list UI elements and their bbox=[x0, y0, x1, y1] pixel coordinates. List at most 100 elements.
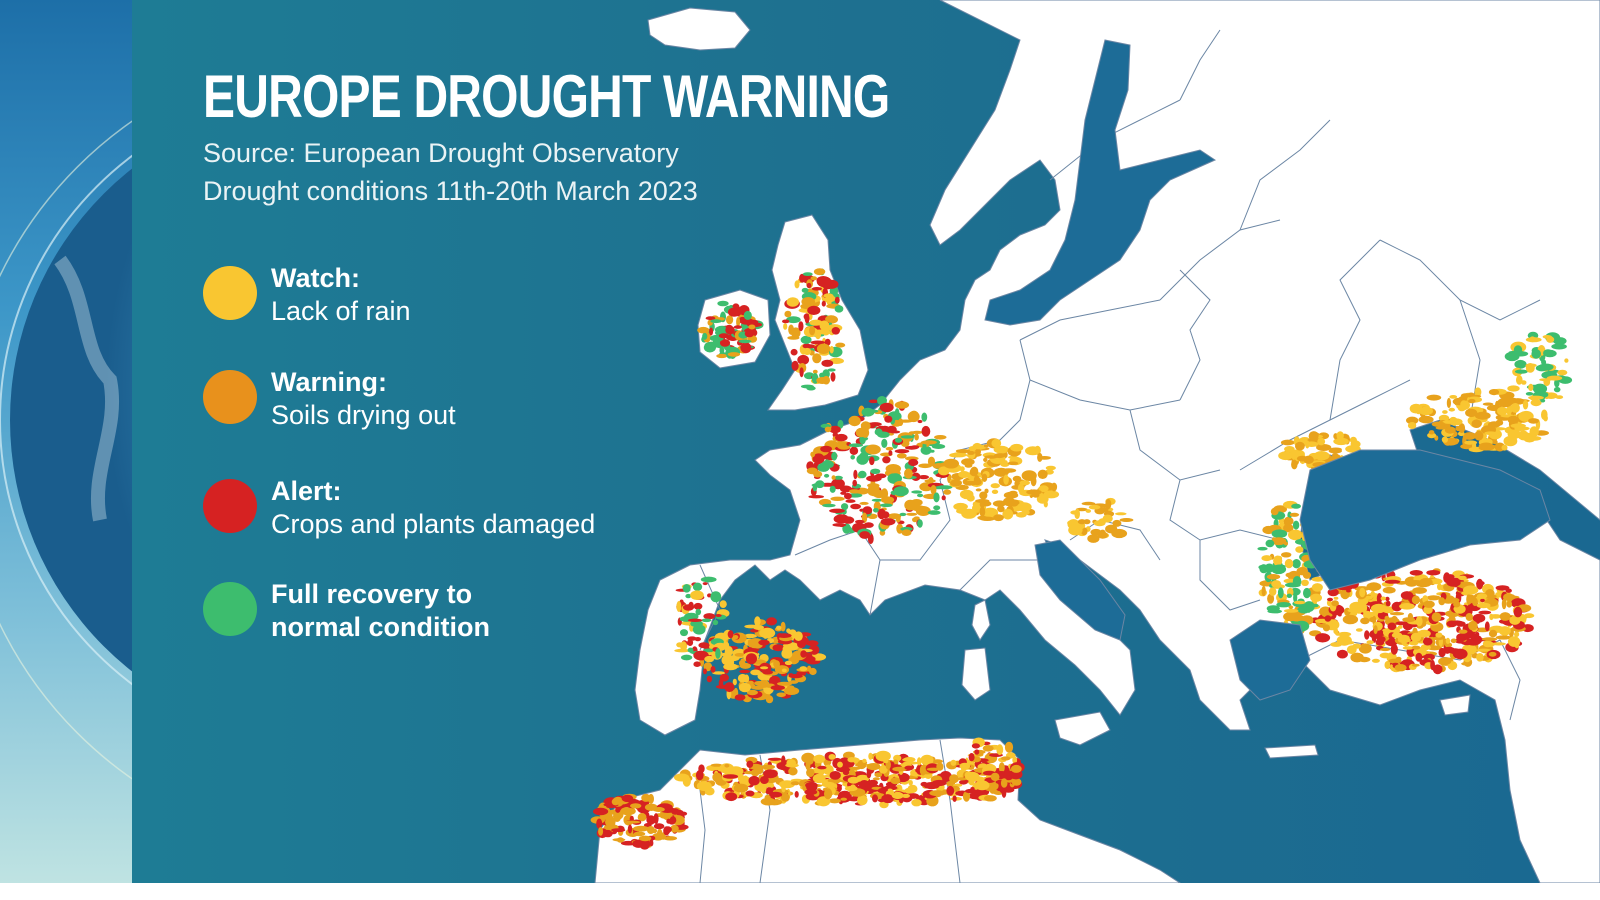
drought-patch-watch bbox=[1017, 502, 1032, 512]
drought-patch-warning bbox=[1458, 629, 1468, 634]
drought-patch-alert bbox=[679, 811, 688, 816]
drought-patch-recovery bbox=[801, 287, 809, 293]
drought-patch-warning bbox=[1395, 656, 1402, 661]
drought-patch-watch bbox=[1293, 600, 1306, 605]
drought-patch-alert bbox=[776, 633, 792, 638]
drought-patch-watch bbox=[1510, 403, 1520, 413]
drought-patch-watch bbox=[1359, 587, 1366, 598]
drought-patch-alert bbox=[830, 372, 836, 382]
drought-patch-alert bbox=[745, 648, 760, 652]
drought-patch-alert bbox=[1409, 570, 1423, 576]
drought-patch-recovery bbox=[1274, 564, 1286, 569]
drought-patch-warning bbox=[765, 695, 774, 704]
drought-patch-watch bbox=[1450, 418, 1463, 426]
drought-patch-recovery bbox=[1276, 602, 1292, 608]
drought-patch-alert bbox=[894, 449, 910, 454]
drought-patch-watch bbox=[1441, 436, 1448, 443]
drought-patch-watch bbox=[1269, 587, 1277, 596]
drought-patch-alert bbox=[615, 807, 621, 813]
drought-patch-warning bbox=[1444, 642, 1453, 648]
drought-patch-warning bbox=[1503, 593, 1514, 601]
drought-patch-warning bbox=[736, 317, 741, 327]
drought-patch-recovery bbox=[858, 470, 867, 479]
drought-patch-recovery bbox=[682, 584, 691, 593]
drought-patch-watch bbox=[819, 775, 826, 780]
drought-patch-warning bbox=[780, 621, 786, 632]
drought-patch-warning bbox=[1462, 435, 1467, 447]
drought-patch-alert bbox=[1422, 637, 1433, 646]
drought-patch-watch bbox=[958, 471, 970, 478]
drought-patch-watch bbox=[828, 754, 836, 760]
drought-patch-alert bbox=[794, 791, 799, 798]
drought-patch-alert bbox=[727, 630, 734, 639]
drought-patch-warning bbox=[1506, 600, 1513, 608]
drought-patch-watch bbox=[1458, 575, 1467, 581]
drought-patch-warning bbox=[906, 512, 918, 516]
drought-patch-warning bbox=[1431, 612, 1442, 622]
drought-patch-watch bbox=[1003, 474, 1009, 485]
drought-patch-recovery bbox=[1306, 604, 1312, 613]
drought-patch-recovery bbox=[786, 316, 801, 324]
drought-patch-alert bbox=[1513, 606, 1523, 618]
drought-patch-warning bbox=[760, 797, 776, 806]
drought-patch-warning bbox=[1291, 459, 1298, 470]
drought-patch-recovery bbox=[822, 503, 836, 508]
drought-patch-warning bbox=[1360, 617, 1370, 625]
drought-patch-watch bbox=[674, 648, 691, 653]
drought-patch-watch bbox=[1336, 431, 1344, 440]
drought-patch-warning bbox=[977, 515, 988, 520]
drought-patch-recovery bbox=[1541, 359, 1547, 365]
drought-patch-watch bbox=[813, 754, 826, 764]
drought-patch-warning bbox=[1283, 516, 1292, 527]
drought-patch-alert bbox=[709, 327, 714, 336]
drought-patch-watch bbox=[696, 781, 712, 791]
drought-patch-warning bbox=[1281, 552, 1292, 558]
drought-patch-recovery bbox=[815, 480, 825, 489]
drought-patch-warning bbox=[1431, 421, 1446, 427]
drought-patch-alert bbox=[1423, 653, 1435, 661]
drought-patch-warning bbox=[637, 813, 647, 822]
drought-patch-alert bbox=[745, 790, 755, 797]
drought-patch-alert bbox=[810, 340, 826, 345]
drought-patch-alert bbox=[931, 779, 947, 787]
drought-patch-watch bbox=[1301, 579, 1309, 586]
drought-patch-watch bbox=[1271, 580, 1282, 588]
drought-patch-alert bbox=[669, 816, 677, 824]
drought-patch-alert bbox=[687, 639, 694, 646]
drought-patch-recovery bbox=[695, 608, 702, 616]
drought-patch-recovery bbox=[911, 490, 923, 494]
drought-patch-alert bbox=[687, 636, 697, 641]
drought-patch-warning bbox=[992, 500, 1007, 507]
drought-patch-warning bbox=[859, 501, 869, 505]
drought-patch-watch bbox=[1415, 616, 1423, 627]
drought-patch-watch bbox=[738, 682, 751, 693]
drought-patch-watch bbox=[1564, 358, 1569, 363]
drought-patch-alert bbox=[840, 491, 847, 495]
land-cyprus bbox=[1439, 694, 1471, 716]
drought-patch-warning bbox=[1455, 425, 1461, 432]
drought-patch-alert bbox=[722, 774, 739, 779]
drought-patch-watch bbox=[781, 648, 793, 659]
drought-patch-alert bbox=[803, 344, 816, 349]
drought-patch-watch bbox=[1529, 436, 1542, 441]
drought-patch-alert bbox=[606, 804, 616, 809]
drought-patch-warning bbox=[1438, 657, 1451, 664]
land-sardinia bbox=[961, 647, 991, 701]
drought-patch-warning bbox=[1394, 664, 1407, 672]
drought-patch-watch bbox=[1333, 596, 1339, 600]
drought-patch-alert bbox=[1415, 652, 1423, 662]
drought-patch-watch bbox=[862, 758, 867, 764]
drought-patch-watch bbox=[1523, 613, 1535, 619]
drought-patch-watch bbox=[1295, 546, 1304, 553]
drought-patch-alert bbox=[1324, 615, 1332, 622]
drought-patch-warning bbox=[930, 485, 937, 495]
drought-patch-alert bbox=[1390, 643, 1398, 655]
drought-patch-alert bbox=[632, 839, 646, 848]
drought-patch-recovery bbox=[684, 613, 693, 619]
drought-patch-warning bbox=[1295, 441, 1305, 451]
drought-patch-recovery bbox=[1553, 337, 1567, 345]
drought-patch-warning bbox=[1080, 527, 1088, 536]
drought-patch-warning bbox=[754, 681, 765, 686]
drought-patch-watch bbox=[1498, 626, 1511, 636]
drought-patch-warning bbox=[790, 781, 800, 786]
